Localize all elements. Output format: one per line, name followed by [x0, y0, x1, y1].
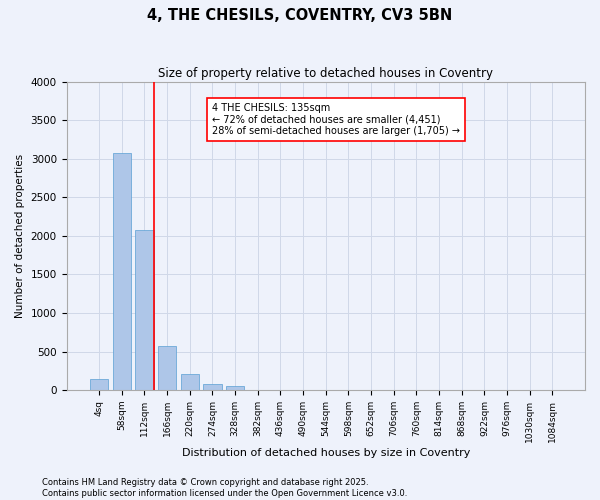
Text: 4, THE CHESILS, COVENTRY, CV3 5BN: 4, THE CHESILS, COVENTRY, CV3 5BN [148, 8, 452, 22]
Bar [203, 384, 221, 390]
Bar [158, 346, 176, 390]
X-axis label: Distribution of detached houses by size in Coventry: Distribution of detached houses by size … [182, 448, 470, 458]
Text: Contains HM Land Registry data © Crown copyright and database right 2025.
Contai: Contains HM Land Registry data © Crown c… [42, 478, 407, 498]
Bar [113, 152, 131, 390]
Bar [90, 380, 108, 390]
Bar [136, 230, 154, 390]
Text: 4 THE CHESILS: 135sqm
← 72% of detached houses are smaller (4,451)
28% of semi-d: 4 THE CHESILS: 135sqm ← 72% of detached … [212, 104, 460, 136]
Bar [181, 374, 199, 390]
Title: Size of property relative to detached houses in Coventry: Size of property relative to detached ho… [158, 68, 493, 80]
Bar [226, 386, 244, 390]
Y-axis label: Number of detached properties: Number of detached properties [15, 154, 25, 318]
